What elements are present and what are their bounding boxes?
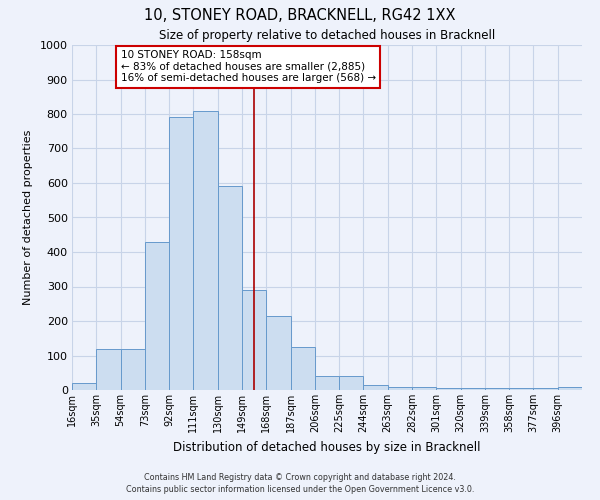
Y-axis label: Number of detached properties: Number of detached properties (23, 130, 33, 305)
Bar (315, 376, 339, 390)
Bar (509, 388, 533, 390)
Title: Size of property relative to detached houses in Bracknell: Size of property relative to detached ho… (159, 30, 495, 43)
Bar (388, 386, 412, 390)
Bar (193, 110, 218, 390)
Bar (290, 347, 315, 390)
Bar (169, 118, 193, 390)
Bar (412, 387, 436, 390)
Bar (72, 383, 96, 390)
Bar (461, 388, 485, 390)
Bar (242, 290, 266, 390)
Text: 10 STONEY ROAD: 158sqm
← 83% of detached houses are smaller (2,885)
16% of semi-: 10 STONEY ROAD: 158sqm ← 83% of detached… (121, 50, 376, 84)
X-axis label: Distribution of detached houses by size in Bracknell: Distribution of detached houses by size … (173, 440, 481, 454)
Bar (145, 242, 169, 390)
Bar (436, 388, 461, 390)
Bar (266, 316, 290, 390)
Text: 10, STONEY ROAD, BRACKNELL, RG42 1XX: 10, STONEY ROAD, BRACKNELL, RG42 1XX (144, 8, 456, 22)
Bar (96, 348, 121, 390)
Bar (533, 388, 558, 390)
Bar (558, 387, 582, 390)
Bar (364, 385, 388, 390)
Bar (339, 376, 364, 390)
Bar (121, 348, 145, 390)
Text: Contains HM Land Registry data © Crown copyright and database right 2024.
Contai: Contains HM Land Registry data © Crown c… (126, 472, 474, 494)
Bar (485, 388, 509, 390)
Bar (218, 186, 242, 390)
